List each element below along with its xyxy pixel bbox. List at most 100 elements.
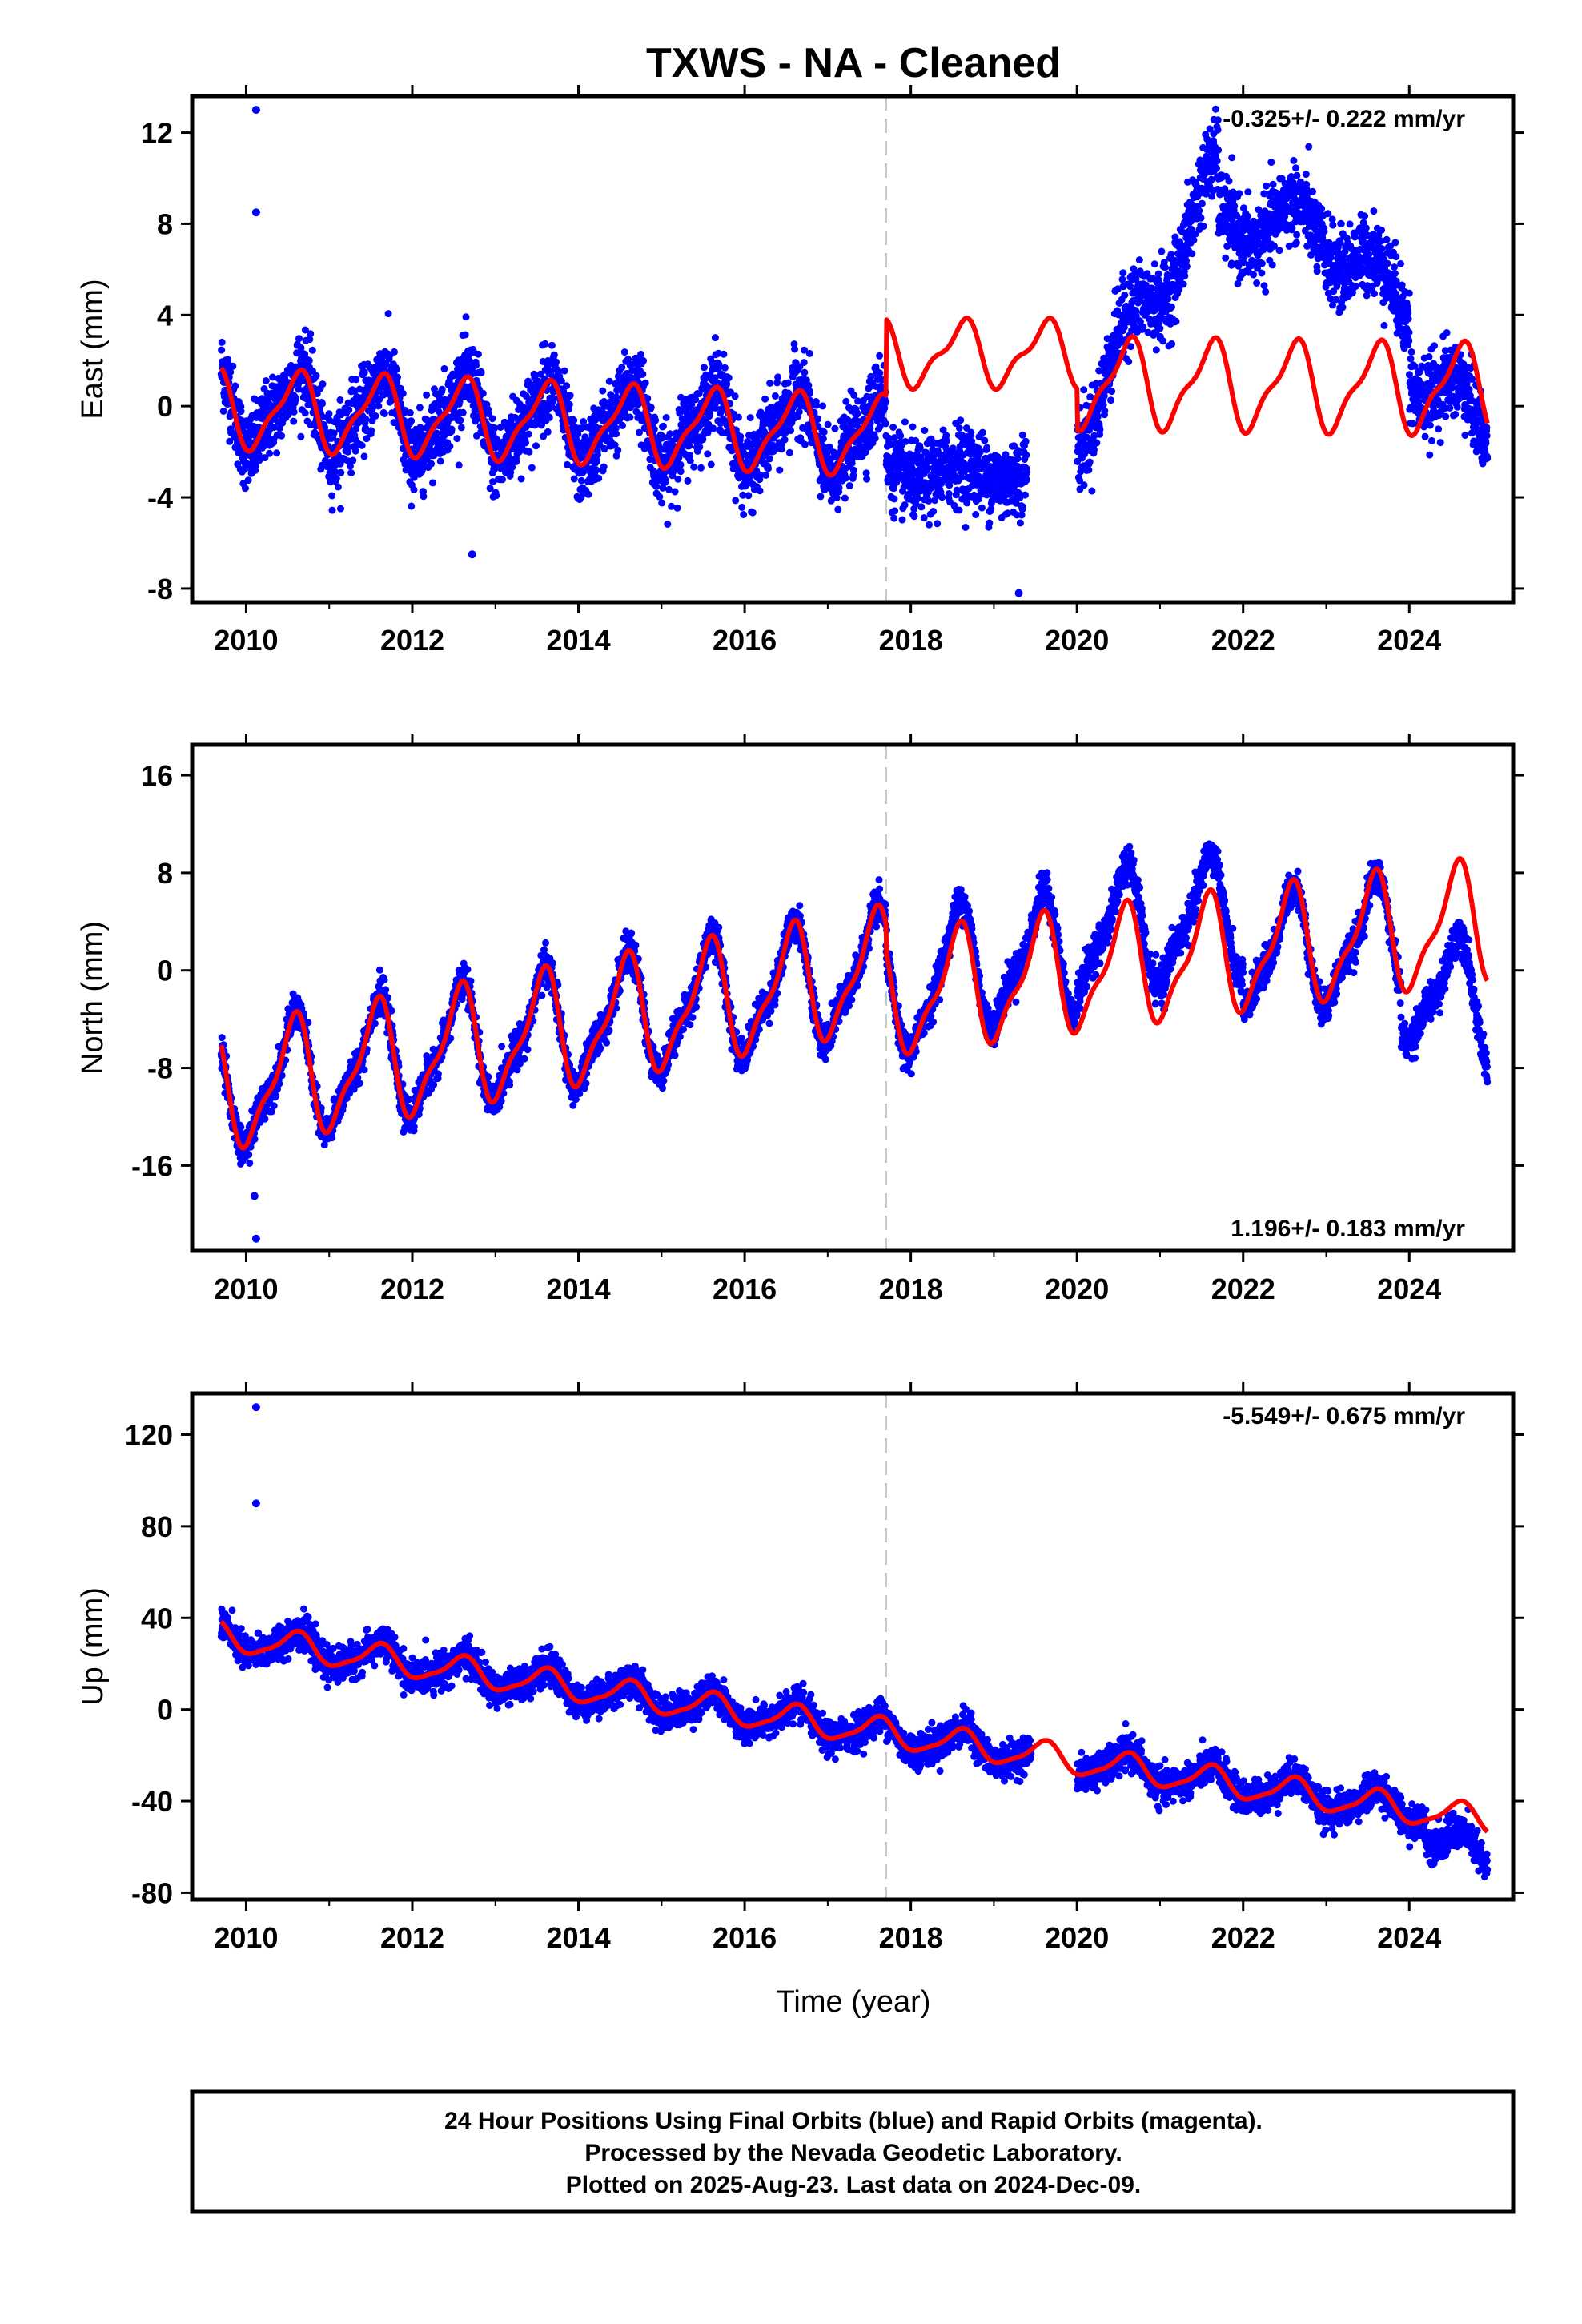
data-point: [1158, 247, 1166, 255]
data-point: [1378, 226, 1386, 234]
data-point: [711, 334, 719, 342]
data-point: [745, 492, 753, 500]
data-point: [1302, 171, 1310, 179]
data-point: [301, 326, 309, 334]
data-point: [1339, 304, 1347, 312]
data-point: [917, 503, 926, 511]
data-point: [910, 513, 918, 521]
data-point: [661, 476, 669, 484]
data-point: [1337, 220, 1345, 228]
data-point: [328, 492, 336, 500]
data-point: [492, 492, 500, 500]
data-point: [863, 475, 871, 483]
data-point: [658, 499, 666, 507]
data-point: [375, 402, 383, 410]
data-point: [848, 460, 856, 467]
data-point: [666, 430, 674, 438]
data-point: [1346, 220, 1354, 228]
data-point: [410, 485, 418, 493]
data-point: [901, 437, 909, 445]
data-point: [612, 430, 620, 438]
data-point: [709, 424, 717, 432]
data-point: [1213, 164, 1221, 172]
data-point: [765, 455, 773, 463]
data-point: [881, 420, 889, 428]
data-point: [920, 514, 928, 522]
data-point: [307, 330, 315, 338]
data-point: [1329, 221, 1337, 229]
data-point: [721, 364, 729, 372]
data-point: [594, 451, 601, 459]
data-point: [1288, 224, 1296, 232]
data-point: [1222, 254, 1230, 262]
data-point: [1019, 503, 1026, 511]
data-point: [349, 456, 357, 464]
data-point: [231, 382, 239, 390]
data-point: [756, 487, 764, 495]
data-point: [1258, 269, 1266, 277]
data-point: [1022, 437, 1030, 445]
data-point: [244, 476, 252, 485]
data-point: [332, 474, 340, 482]
data-point: [1094, 413, 1102, 420]
data-point: [593, 457, 601, 465]
data-point: [330, 429, 338, 437]
data-point: [1121, 292, 1129, 299]
data-point: [1362, 224, 1370, 232]
data-point: [926, 521, 933, 529]
data-point: [337, 505, 344, 513]
data-point: [1212, 105, 1219, 113]
data-point: [384, 310, 392, 318]
data-point: [1188, 250, 1196, 258]
data-point: [301, 409, 309, 417]
data-point: [891, 507, 899, 515]
data-point: [914, 494, 922, 502]
data-point: [897, 432, 905, 440]
data-point: [544, 428, 552, 436]
data-point: [312, 372, 320, 380]
data-point: [686, 457, 694, 465]
data-point: [740, 511, 748, 518]
data-point: [1275, 247, 1283, 255]
data-point: [337, 468, 345, 476]
data-point: [1383, 235, 1391, 243]
data-point: [325, 410, 333, 418]
data-point: [1250, 271, 1258, 279]
data-point: [696, 443, 704, 451]
data-point: [477, 368, 485, 376]
data-point: [448, 425, 456, 433]
data-point: [367, 427, 375, 435]
data-point: [671, 488, 679, 496]
data-point: [319, 380, 327, 388]
data-point: [592, 466, 600, 474]
data-point: [784, 379, 792, 387]
data-point: [1215, 146, 1223, 154]
data-point: [1018, 431, 1026, 439]
data-point: [1159, 337, 1167, 345]
data-point: [1244, 188, 1252, 196]
data-point: [269, 373, 276, 381]
data-point: [392, 366, 400, 374]
data-point: [290, 417, 298, 425]
data-point: [394, 373, 401, 381]
data-point: [1195, 207, 1203, 215]
data-point: [1080, 481, 1088, 489]
data-point: [1152, 346, 1160, 354]
data-point: [255, 451, 263, 459]
data-point: [1182, 263, 1191, 271]
data-point: [1118, 275, 1126, 283]
data-point: [1320, 227, 1328, 235]
data-point: [639, 370, 647, 378]
data-point: [1150, 260, 1158, 268]
data-point: [737, 432, 745, 440]
data-point: [408, 417, 416, 425]
data-point: [674, 475, 682, 483]
data-point: [805, 381, 813, 389]
data-point: [1292, 239, 1300, 247]
data-point: [819, 435, 827, 443]
data-point: [620, 348, 628, 356]
data-point: [930, 508, 938, 515]
data-point: [795, 408, 803, 416]
data-point: [347, 469, 355, 477]
